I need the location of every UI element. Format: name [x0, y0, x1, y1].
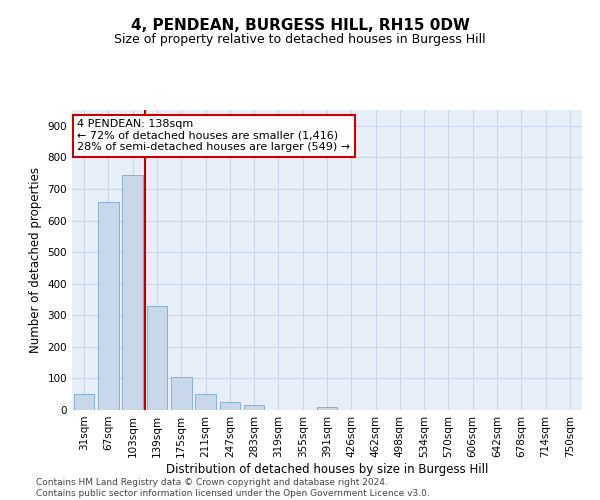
- Text: 4, PENDEAN, BURGESS HILL, RH15 0DW: 4, PENDEAN, BURGESS HILL, RH15 0DW: [131, 18, 469, 32]
- Text: 4 PENDEAN: 138sqm
← 72% of detached houses are smaller (1,416)
28% of semi-detac: 4 PENDEAN: 138sqm ← 72% of detached hous…: [77, 119, 350, 152]
- Bar: [98, 202, 119, 410]
- Bar: [146, 306, 167, 410]
- Bar: [220, 402, 240, 410]
- Bar: [317, 407, 337, 410]
- Bar: [195, 394, 216, 410]
- Y-axis label: Number of detached properties: Number of detached properties: [29, 167, 42, 353]
- Bar: [244, 404, 265, 410]
- Bar: [122, 174, 143, 410]
- Bar: [74, 394, 94, 410]
- Bar: [171, 377, 191, 410]
- Text: Contains HM Land Registry data © Crown copyright and database right 2024.
Contai: Contains HM Land Registry data © Crown c…: [36, 478, 430, 498]
- Text: Size of property relative to detached houses in Burgess Hill: Size of property relative to detached ho…: [114, 32, 486, 46]
- X-axis label: Distribution of detached houses by size in Burgess Hill: Distribution of detached houses by size …: [166, 462, 488, 475]
